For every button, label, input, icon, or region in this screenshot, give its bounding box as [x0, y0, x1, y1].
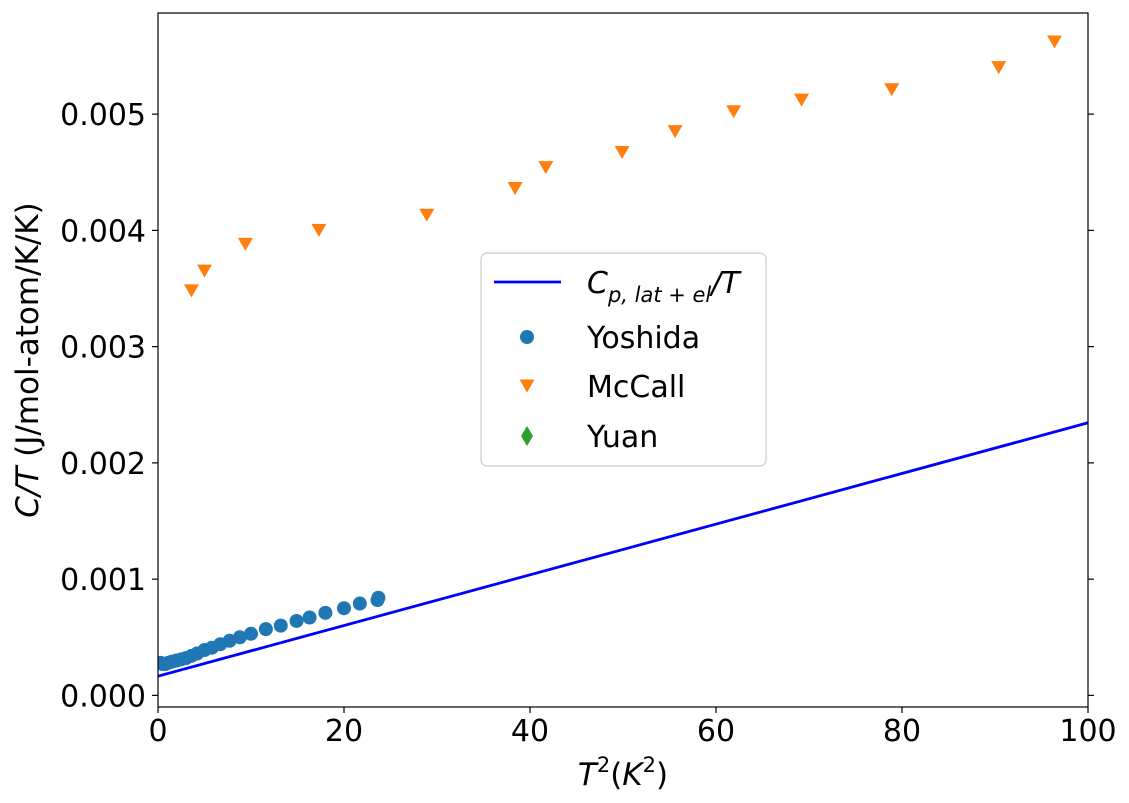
- legend-marker-yoshida: [520, 330, 534, 344]
- data-point-yoshida: [258, 622, 273, 637]
- legend-label-yoshida: Yoshida: [586, 321, 700, 356]
- data-point-mccall: [884, 83, 900, 97]
- legend-label-model: Cp, lat + el/T: [587, 266, 742, 307]
- x-axis-title-sup2: 2: [643, 753, 656, 777]
- x-axis-title-open: (: [610, 757, 622, 793]
- y-tick-label: 0.003: [60, 331, 146, 366]
- data-point-yoshida: [273, 618, 288, 633]
- data-point-yoshida: [232, 630, 247, 645]
- data-point-yoshida: [289, 613, 304, 628]
- data-point-yoshida: [371, 590, 386, 605]
- series-line-model: [158, 421, 1088, 678]
- data-point-mccall: [507, 182, 523, 196]
- data-point-mccall: [538, 161, 554, 175]
- legend-label-model-tail: /T: [708, 266, 742, 301]
- legend-frame: [480, 252, 767, 467]
- x-tick-label: 0: [148, 714, 167, 749]
- y-axis-title-italic: C/T: [10, 465, 46, 518]
- y-tick-label: 0.004: [60, 214, 146, 249]
- data-point-mccall: [311, 223, 327, 237]
- data-point-yoshida: [318, 605, 333, 620]
- y-axis: 0.000 0.001 0.002 0.003 0.004 0.005: [60, 98, 1094, 714]
- x-tick-label: 80: [883, 714, 921, 749]
- legend-marker-mccall: [519, 379, 535, 393]
- data-point-mccall: [1047, 35, 1063, 49]
- data-point-mccall: [197, 264, 212, 278]
- legend-label-model-sub: p, lat + el: [607, 283, 711, 307]
- y-axis-title-units: (J/mol-atom/K/K): [10, 202, 46, 466]
- y-axis-title: C/T (J/mol-atom/K/K): [10, 202, 46, 518]
- legend-marker-yuan: [521, 426, 533, 446]
- data-point-mccall: [614, 145, 630, 159]
- data-point-yoshida: [244, 626, 258, 641]
- x-tick-label: 100: [1059, 714, 1116, 749]
- x-axis: 0 20 40 60 80 100: [148, 707, 1117, 749]
- x-axis-title-t: T: [578, 757, 599, 793]
- x-axis-title-close: ): [656, 757, 668, 793]
- y-tick-label: 0.000: [60, 679, 146, 714]
- series-layer: [158, 35, 1088, 678]
- x-axis-title: T2(K2): [578, 753, 668, 793]
- data-point-yoshida: [352, 596, 367, 611]
- data-point-yoshida: [302, 610, 317, 625]
- data-point-yoshida: [337, 601, 351, 616]
- legend: Cp, lat + el/T Yoshida McCall Yuan: [480, 252, 767, 467]
- legend-label-yuan: Yuan: [586, 420, 658, 455]
- data-point-mccall: [794, 93, 810, 107]
- x-tick-label: 40: [511, 714, 549, 749]
- data-point-mccall: [237, 237, 253, 251]
- data-point-mccall: [991, 61, 1007, 75]
- data-point-mccall: [419, 208, 435, 222]
- x-tick-label: 60: [697, 714, 735, 749]
- x-axis-title-k: K: [622, 757, 645, 793]
- data-point-mccall: [183, 284, 199, 298]
- y-tick-label: 0.002: [60, 447, 146, 482]
- legend-label-model-c: C: [587, 266, 608, 301]
- y-tick-label: 0.001: [60, 563, 146, 598]
- plot-frame: [157, 12, 1089, 708]
- data-point-mccall: [667, 125, 683, 139]
- x-axis-title-sup1: 2: [597, 753, 610, 777]
- x-tick-label: 20: [325, 714, 363, 749]
- data-point-mccall: [726, 105, 742, 119]
- y-tick-label: 0.005: [60, 98, 146, 133]
- legend-label-mccall: McCall: [587, 370, 685, 405]
